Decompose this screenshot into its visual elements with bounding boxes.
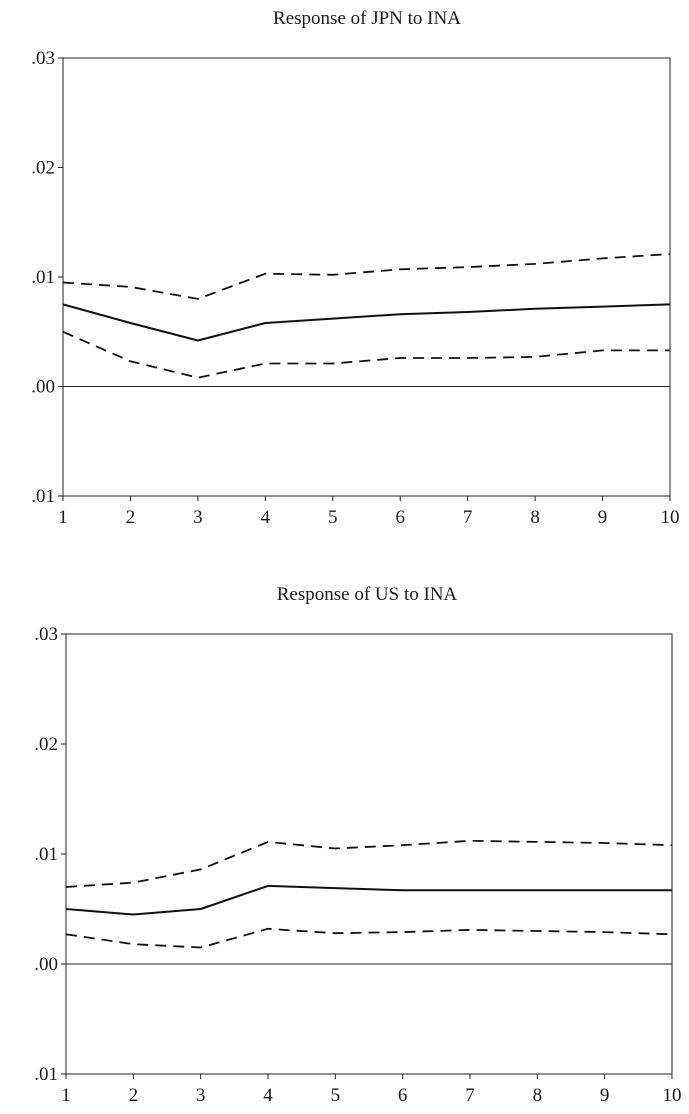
x-tick-label: 4 — [261, 507, 271, 528]
x-tick-label: 3 — [193, 507, 203, 528]
x-tick-label: 10 — [663, 1085, 682, 1106]
x-tick-label: 2 — [126, 507, 136, 528]
x-tick-label: 1 — [58, 507, 68, 528]
x-tick-label: 6 — [398, 1085, 408, 1106]
y-tick-label: .00 — [34, 954, 58, 975]
x-tick-label: 6 — [395, 507, 405, 528]
plot-frame — [65, 633, 673, 1075]
x-tick-label: 3 — [196, 1085, 206, 1106]
y-tick-label: .01 — [31, 267, 55, 288]
plot-frame — [62, 57, 671, 497]
y-tick-label: .03 — [34, 624, 58, 645]
y-tick-label: .01 — [34, 1064, 58, 1085]
y-tick-label: .03 — [31, 48, 55, 69]
confidence-band-line — [62, 330, 670, 379]
x-tick-label: 4 — [263, 1085, 273, 1106]
x-tick-label: 10 — [661, 507, 680, 528]
y-tick-label: .01 — [34, 844, 58, 865]
confidence-band-line — [65, 839, 673, 888]
response-line — [65, 884, 672, 916]
y-tick-label: .00 — [31, 377, 55, 398]
x-tick-label: 5 — [328, 507, 338, 528]
y-tick-label: .02 — [31, 158, 55, 179]
confidence-band-line — [62, 253, 671, 300]
y-tick-label: .02 — [34, 734, 58, 755]
panel-jpn: Response of JPN to INA .01 .00 .01 .02 .03 1 2… — [31, 8, 679, 528]
x-tick-label: 7 — [463, 507, 473, 528]
chart-title: Response of JPN to INA — [273, 8, 461, 29]
x-tick-label: 7 — [465, 1085, 475, 1106]
chart-title: Response of US to INA — [277, 584, 458, 605]
confidence-band-line — [65, 927, 673, 949]
x-tick-label: 2 — [129, 1085, 139, 1106]
panel-us: Response of US to INA .01 .00 .01 .02 .03 1 2 3… — [34, 584, 681, 1106]
x-tick-label: 1 — [61, 1085, 71, 1106]
x-tick-label: 9 — [600, 1085, 610, 1106]
x-tick-label: 5 — [331, 1085, 341, 1106]
x-tick-label: 9 — [598, 507, 608, 528]
y-tick-label: .01 — [31, 486, 55, 507]
x-tick-label: 8 — [530, 507, 540, 528]
response-line — [62, 303, 671, 342]
x-tick-label: 8 — [533, 1085, 543, 1106]
